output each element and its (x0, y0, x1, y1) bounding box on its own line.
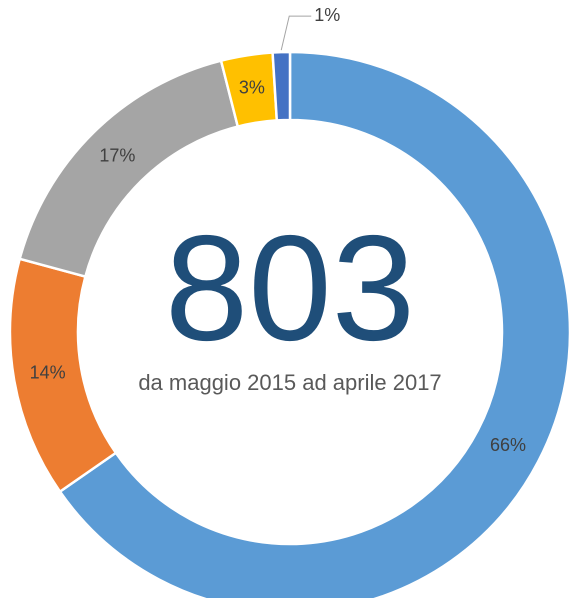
donut-segment (271, 50, 292, 122)
donut-ring (8, 50, 572, 598)
data-label: 1% (314, 5, 340, 25)
data-label: 66% (490, 435, 526, 455)
center-total: 803 (165, 204, 415, 372)
data-label: 3% (239, 78, 265, 98)
subtitle: da maggio 2015 ad aprile 2017 (138, 370, 441, 395)
leader-line (280, 15, 312, 51)
data-label: 17% (99, 145, 135, 165)
data-label: 14% (30, 363, 66, 383)
donut-segment (58, 50, 572, 598)
